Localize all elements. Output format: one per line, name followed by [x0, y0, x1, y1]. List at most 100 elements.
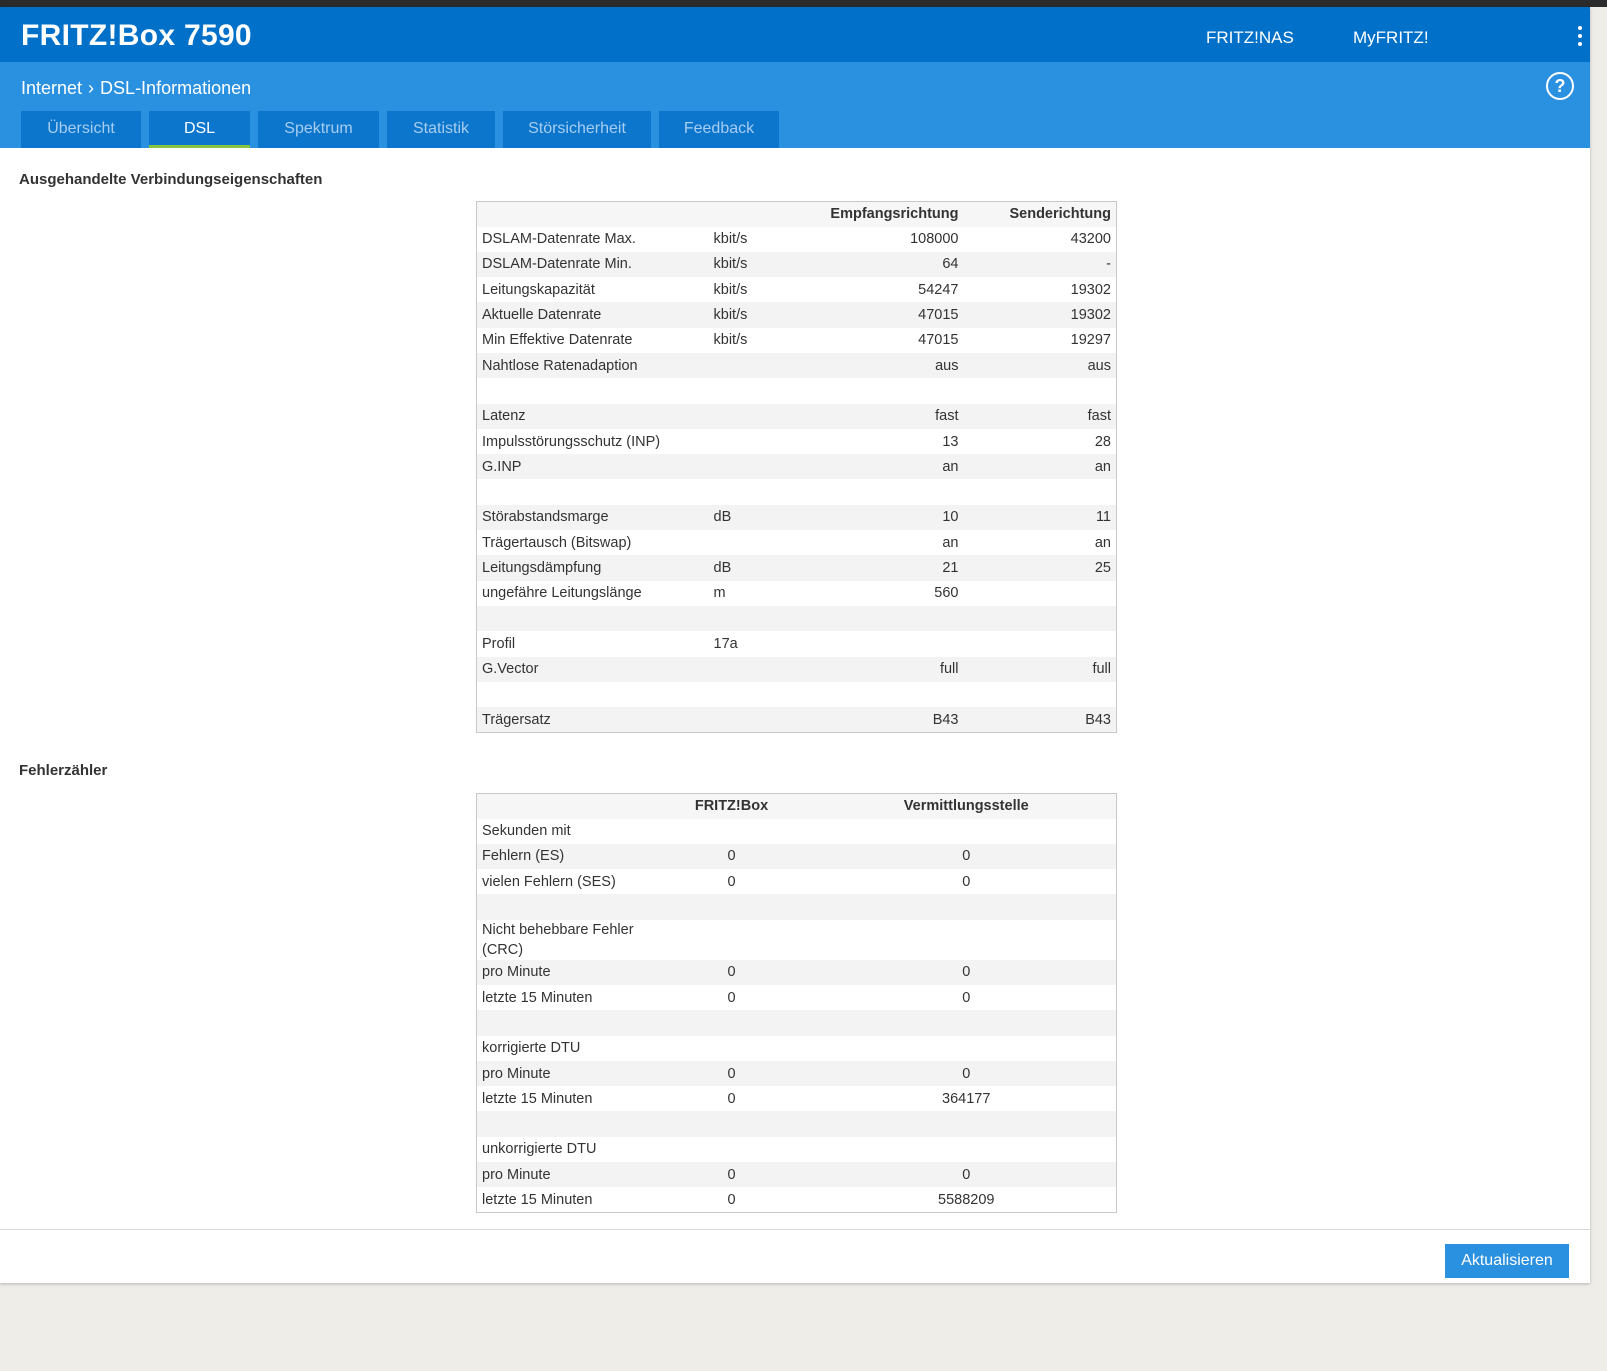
row-downstream [811, 378, 964, 404]
row-downstream [811, 631, 964, 657]
table-row [476, 479, 1117, 505]
row-label: G.INP [476, 454, 709, 480]
row-unit: kbit/s [708, 226, 812, 252]
tab-dsl[interactable]: DSL [149, 111, 250, 148]
tab-feedback[interactable]: Feedback [659, 111, 779, 148]
row-exchange: 0 [816, 843, 1117, 870]
table-row: Leitungsdämpfung dB 21 25 [476, 555, 1117, 581]
row-exchange: 0 [816, 1060, 1117, 1087]
row-label: Trägertausch (Bitswap) [476, 530, 709, 556]
row-upstream: an [963, 530, 1117, 556]
row-exchange [816, 1111, 1117, 1137]
row-upstream: 19302 [963, 277, 1117, 303]
table-row: letzte 15 Minuten 0 0 [476, 984, 1117, 1011]
row-downstream: an [811, 530, 964, 556]
row-label: Störabstandsmarge [476, 504, 709, 531]
table-row: ungefähre Leitungslänge m 560 [476, 580, 1117, 606]
table-row: G.Vector full full [476, 656, 1117, 682]
row-label: Min Effektive Datenrate [476, 327, 709, 353]
row-unit: dB [708, 504, 812, 531]
row-unit [708, 428, 812, 455]
table-row: vielen Fehlern (SES) 0 0 [476, 869, 1117, 895]
table-row: Profil 17a [476, 631, 1117, 657]
row-label: Latenz [476, 403, 709, 429]
tab-spektrum[interactable]: Spektrum [258, 111, 379, 148]
row-label: G.Vector [476, 656, 709, 682]
myfritz-link[interactable]: MyFRITZ! [1353, 28, 1429, 47]
more-menu-icon[interactable] [1577, 26, 1583, 48]
window-top-strip [0, 0, 1607, 7]
table-row: Min Effektive Datenrate kbit/s 47015 19297 [476, 327, 1117, 353]
table-row: DSLAM-Datenrate Min. kbit/s 64- [476, 251, 1117, 278]
row-fritzbox [646, 818, 817, 844]
row-exchange [816, 894, 1117, 920]
row-label: Trägersatz [476, 707, 709, 733]
row-fritzbox [646, 1111, 817, 1137]
row-unit: 17a [708, 631, 812, 657]
row-exchange: 364177 [816, 1086, 1117, 1112]
row-label: vielen Fehlern (SES) [476, 869, 647, 895]
table-row: Leitungskapazität kbit/s 54247 19302 [476, 277, 1117, 303]
table-row: Impulsstörungsschutz (INP) 13 28 [476, 428, 1117, 455]
row-label: Aktuelle Datenrate [476, 302, 709, 328]
table-row: Fehlern (ES) 0 0 [476, 843, 1117, 870]
table-row: pro Minute 0 0 [476, 1162, 1117, 1188]
row-upstream: fast [963, 403, 1117, 429]
row-label [476, 479, 709, 505]
subheader-bar: Internet › DSL-Informationen ? Übersicht… [0, 62, 1590, 148]
row-downstream [811, 681, 964, 708]
row-exchange [816, 919, 1117, 960]
row-fritzbox: 0 [646, 984, 817, 1011]
row-upstream [963, 580, 1117, 606]
conn-header-label [476, 201, 709, 227]
row-unit [708, 656, 812, 682]
row-label: letzte 15 Minuten [476, 1086, 647, 1112]
row-downstream: 21 [811, 555, 964, 581]
table-row: Sekunden mit [476, 818, 1117, 844]
row-upstream [963, 378, 1117, 404]
row-fritzbox: 0 [646, 869, 817, 895]
row-unit [708, 681, 812, 708]
row-label: pro Minute [476, 1162, 647, 1188]
tab-stoersicherheit[interactable]: Störsicherheit [503, 111, 651, 148]
row-upstream: 43200 [963, 226, 1117, 252]
row-unit [708, 454, 812, 480]
help-icon[interactable]: ? [1546, 72, 1574, 100]
row-label: Fehlern (ES) [476, 843, 647, 870]
tab-uebersicht[interactable]: Übersicht [21, 111, 141, 148]
table-row [476, 681, 1117, 708]
table-row: Trägersatz B43 B43 [476, 707, 1117, 733]
row-upstream: an [963, 454, 1117, 480]
row-label: DSLAM-Datenrate Min. [476, 251, 709, 278]
chevron-right-icon: › [88, 78, 95, 98]
connection-section-title: Ausgehandelte Verbindungseigenschaften [19, 171, 323, 188]
refresh-button[interactable]: Aktualisieren [1445, 1244, 1569, 1278]
fritznas-link[interactable]: FRITZ!NAS [1206, 28, 1294, 47]
row-label: korrigierte DTU [476, 1035, 647, 1061]
tab-statistik[interactable]: Statistik [387, 111, 495, 148]
table-row [476, 605, 1117, 632]
row-downstream: 54247 [811, 277, 964, 303]
footer-divider [0, 1229, 1590, 1230]
row-fritzbox: 0 [646, 843, 817, 870]
table-row: Aktuelle Datenrate kbit/s 47015 19302 [476, 302, 1117, 328]
row-downstream: full [811, 656, 964, 682]
row-label: Leitungsdämpfung [476, 555, 709, 581]
row-exchange [816, 1136, 1117, 1163]
app-frame: FRITZ!Box 7590 FRITZ!NAS MyFRITZ! Intern… [0, 7, 1590, 1283]
conn-header-upstream: Senderichtung [963, 201, 1117, 227]
row-label: letzte 15 Minuten [476, 984, 647, 1011]
breadcrumb: Internet › DSL-Informationen [21, 78, 251, 99]
row-unit: kbit/s [708, 251, 812, 278]
row-unit [708, 378, 812, 404]
row-label: Sekunden mit [476, 818, 647, 844]
row-exchange: 0 [816, 984, 1117, 1011]
breadcrumb-internet[interactable]: Internet [21, 78, 83, 98]
table-row: korrigierte DTU [476, 1035, 1117, 1061]
row-exchange: 5588209 [816, 1187, 1117, 1213]
row-exchange [816, 1035, 1117, 1061]
header-bar: FRITZ!Box 7590 FRITZ!NAS MyFRITZ! [0, 7, 1590, 62]
row-label [476, 1111, 647, 1137]
table-row: letzte 15 Minuten 0 364177 [476, 1086, 1117, 1112]
table-row: Störabstandsmarge dB 10 11 [476, 504, 1117, 531]
